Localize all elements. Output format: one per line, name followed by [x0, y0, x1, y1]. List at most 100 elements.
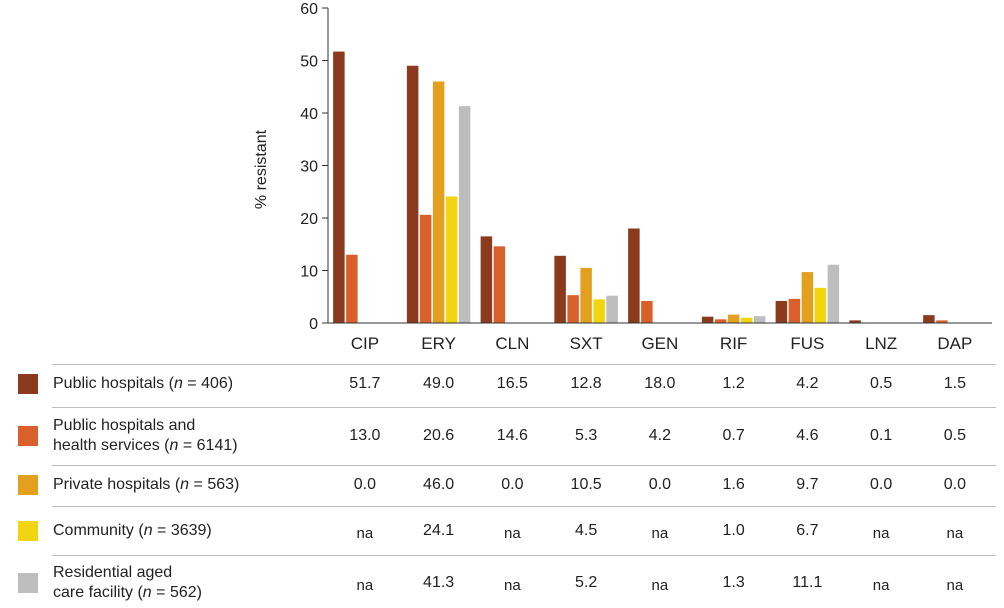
legend-swatch [18, 426, 38, 446]
legend-label-count: = 562) [151, 584, 202, 601]
table-cell-cln: na [504, 577, 521, 594]
table-cell-sxt: 5.2 [575, 574, 598, 591]
table-cell-gen: na [651, 525, 669, 542]
table-row-divider [52, 407, 996, 408]
legend-swatch [18, 521, 38, 541]
bar-rif-series-3 [727, 314, 740, 323]
y-tick-label: 50 [300, 54, 318, 71]
bar-cln-series-2 [493, 246, 506, 323]
bar-sxt-series-2 [567, 295, 579, 323]
legend-label-prefix: care facility ( [53, 584, 143, 601]
table-cell-fus: 9.7 [796, 476, 819, 493]
table-cell-rif: 1.6 [722, 476, 745, 493]
legend-label-n: n [169, 437, 179, 454]
legend-label-line2: Public hospitals (n = 406) [53, 374, 233, 394]
table-row-divider [52, 465, 996, 466]
table-cell-gen: 0.0 [648, 476, 671, 493]
bar-cip-series-1 [333, 51, 345, 323]
table-cell-fus: 4.6 [796, 427, 819, 444]
bar-dap-series-1 [923, 315, 935, 323]
table-cell-rif: 1.2 [722, 375, 745, 392]
table-row-divider [52, 364, 996, 365]
table-cell-rif: 1.0 [722, 522, 745, 539]
legend-swatch [18, 374, 38, 394]
table-row-divider [52, 555, 996, 556]
legend-label-count: = 3639) [152, 522, 212, 539]
legend-label: Public hospitals (n = 406) [53, 374, 233, 394]
category-label: GEN [641, 334, 678, 353]
y-tick-label: 0 [309, 316, 318, 333]
table-cell-lnz: 0.1 [870, 427, 893, 444]
table-cell-cln: 0.0 [501, 476, 524, 493]
table-cell-lnz: 0.5 [870, 375, 893, 392]
bar-sxt-series-5 [606, 295, 618, 323]
bar-rif-series-1 [701, 316, 714, 323]
bar-ery-series-3 [432, 81, 445, 323]
table-row-divider [52, 506, 996, 507]
table-cell-cip: na [356, 577, 374, 594]
table-cell-gen: na [651, 577, 669, 594]
y-tick-label: 30 [300, 159, 318, 176]
table-cell-rif: 1.3 [722, 574, 745, 591]
table-cell-cip: 0.0 [353, 476, 376, 493]
bar-fus-series-1 [775, 300, 788, 323]
table-cell-cip: na [356, 525, 374, 542]
bar-fus-series-4 [814, 287, 827, 323]
legend-label: Residential aged care facility (n = 562) [53, 563, 202, 603]
table-cell-cip: 13.0 [349, 427, 381, 444]
legend-label-line1: Public hospitals and [53, 417, 196, 434]
table-cell-sxt: 5.3 [575, 427, 598, 444]
bar-sxt-series-4 [593, 299, 605, 323]
category-label: ERY [421, 334, 456, 353]
bar-ery-series-5 [458, 106, 471, 323]
table-cell-dap: 0.0 [943, 476, 966, 493]
y-tick-label: 10 [300, 264, 318, 281]
legend-label-n: n [143, 522, 153, 539]
legend-label-prefix: health services ( [53, 437, 170, 454]
legend-label-line1: Residential aged [53, 564, 173, 581]
bar-sxt-series-1 [554, 255, 566, 323]
table-cell-fus: 11.1 [792, 574, 823, 591]
bar-ery-series-4 [445, 196, 458, 323]
legend-label-n: n [142, 584, 152, 601]
bar-dap-series-2 [936, 320, 948, 323]
bar-fus-series-5 [827, 264, 840, 323]
legend-label-line2: health services (n = 6141) [53, 436, 238, 456]
table-cell-fus: 6.7 [796, 522, 819, 539]
table-cell-sxt: 4.5 [575, 522, 598, 539]
table-cell-lnz: 0.0 [870, 476, 893, 493]
y-tick-label: 40 [300, 106, 318, 123]
bar-ery-series-2 [419, 214, 432, 323]
category-label: SXT [570, 334, 603, 353]
table-cell-gen: 4.2 [648, 427, 671, 444]
legend-label-count: = 406) [182, 375, 234, 392]
legend-label-prefix: Private hospitals ( [53, 476, 181, 493]
category-label: DAP [937, 334, 972, 353]
legend-label-prefix: Community ( [53, 522, 144, 539]
legend-swatch [18, 573, 38, 593]
table-cell-ery: 41.3 [423, 574, 455, 591]
bar-chart: 0 10 20 30 40 50 60 % resistant CIP ERY CLN SXT GEN R… [253, 1, 992, 353]
bar-sxt-series-3 [580, 267, 592, 323]
category-label: RIF [720, 334, 747, 353]
bar-gen-series-2 [641, 300, 653, 323]
bar-cip-series-2 [346, 254, 358, 323]
legend-label: Public hospitals and health services (n =… [53, 416, 238, 456]
table-cell-cln: 16.5 [496, 375, 528, 392]
table-cell-sxt: 12.8 [570, 375, 602, 392]
bar-rif-series-5 [753, 316, 766, 323]
table-cell-ery: 24.1 [423, 522, 455, 539]
table-cell-fus: 4.2 [796, 375, 819, 392]
legend-label: Community (n = 3639) [53, 521, 212, 541]
bar-cln-series-1 [480, 236, 493, 323]
legend-label-prefix: Public hospitals ( [53, 375, 174, 392]
category-label: CLN [495, 334, 529, 353]
table-cell-dap: 0.5 [943, 427, 966, 444]
bar-rif-series-4 [740, 317, 753, 323]
y-tick-label: 20 [300, 211, 318, 228]
table-cell-ery: 46.0 [423, 476, 455, 493]
table-cell-gen: 18.0 [644, 375, 676, 392]
bar-ery-series-1 [406, 65, 419, 323]
legend-label-n: n [173, 375, 183, 392]
table-cell-dap: na [946, 525, 964, 542]
